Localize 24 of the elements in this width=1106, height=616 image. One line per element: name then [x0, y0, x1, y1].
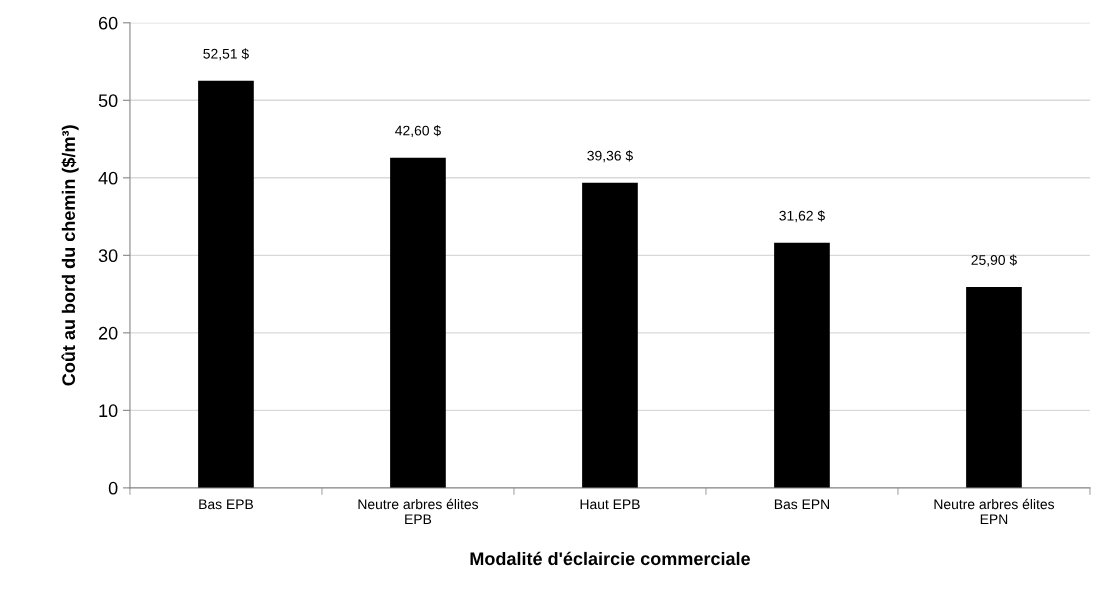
- x-tick-label: Bas EPN: [774, 499, 829, 510]
- x-tick-label: Haut EPB: [580, 499, 640, 510]
- y-tick-label: 40: [98, 171, 118, 185]
- data-label: 52,51 $: [203, 48, 249, 61]
- y-axis-title: Coût au bord du chemin ($/m³): [61, 125, 79, 386]
- bar: [966, 287, 1022, 488]
- y-tick-label: 20: [98, 326, 118, 340]
- bar: [582, 182, 638, 488]
- y-tick-label: 10: [99, 404, 118, 418]
- data-label: 25,90 $: [971, 254, 1017, 267]
- bar: [774, 242, 830, 488]
- bar: [198, 80, 254, 488]
- x-tick-label: Neutre arbres élites EPB: [358, 498, 479, 525]
- data-label: 39,36 $: [587, 150, 633, 163]
- bar: [390, 157, 446, 488]
- y-tick-label: 60: [98, 16, 118, 30]
- y-tick-label: 30: [98, 249, 118, 263]
- y-tick-label: 50: [98, 94, 118, 108]
- x-axis-title: Modalité d'éclaircie commerciale: [470, 551, 750, 566]
- x-tick-label: Neutre arbres élites EPN: [934, 498, 1055, 525]
- y-tick-label: 0: [108, 481, 118, 495]
- data-label: 31,62 $: [779, 210, 825, 223]
- data-label: 42,60 $: [395, 125, 441, 138]
- x-tick-label: Bas EPB: [199, 499, 254, 510]
